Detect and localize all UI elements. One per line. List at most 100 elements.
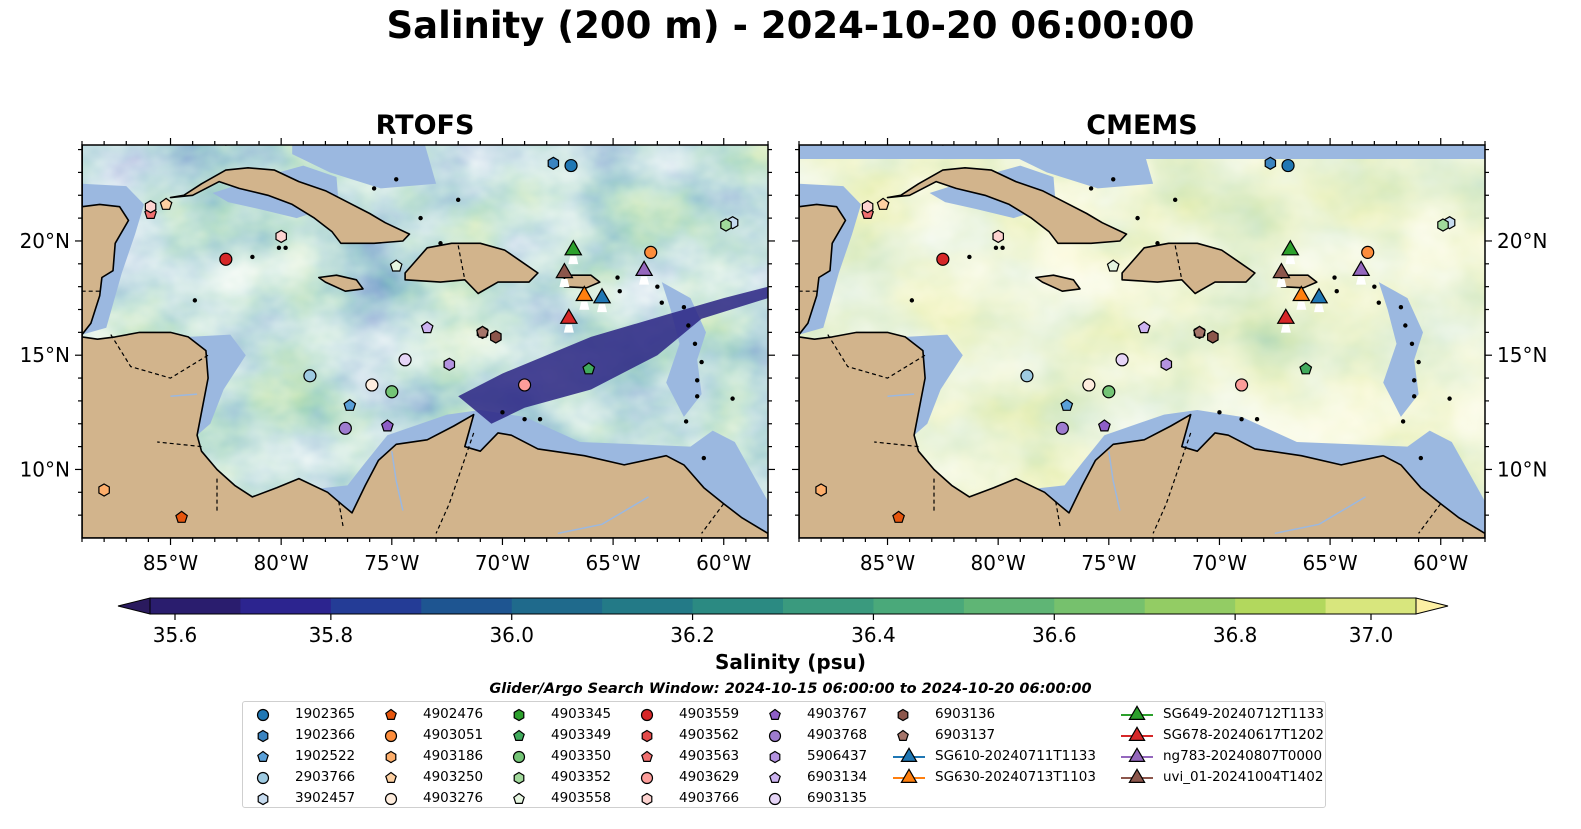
legend-entry: 1902365 (251, 705, 491, 726)
country-border (338, 501, 344, 527)
country-border (1418, 503, 1442, 534)
legend-label: 4903558 (551, 790, 612, 806)
platform-marker-SG610-20240711T1133 (1309, 287, 1329, 304)
legend-label: 4903345 (551, 706, 612, 722)
colorbar-tick-label: 35.8 (309, 623, 354, 647)
shelf-area (292, 145, 437, 189)
legend-swatch (513, 792, 525, 804)
colorbar-segment (783, 598, 874, 614)
legend-label: 4903766 (679, 790, 740, 806)
legend-entry: SG630-20240713T1103 (891, 768, 1131, 789)
legend-marker (256, 771, 270, 785)
legend-label: 6903136 (935, 706, 996, 722)
river (1274, 496, 1366, 535)
land-cuba (169, 167, 411, 245)
island (681, 305, 687, 310)
platform-marker-5906437 (1160, 357, 1173, 371)
legend-marker (641, 729, 653, 743)
platform-marker-4903250 (876, 197, 890, 210)
legend-swatch (769, 708, 781, 720)
colorbar-segment (1235, 598, 1327, 614)
island (1239, 416, 1244, 422)
legend-swatch (768, 792, 782, 806)
island (617, 289, 622, 294)
colorbar-segment (421, 598, 513, 614)
colorbar-segment (963, 598, 1055, 614)
legend-marker (1128, 705, 1146, 720)
legend-label: SG610-20240711T1133 (935, 748, 1096, 764)
platform-marker-4903051 (1361, 245, 1375, 259)
platform-marker-4903352 (1437, 218, 1449, 232)
colorbar-segment (150, 598, 241, 614)
platform-marker-6903137 (1193, 325, 1206, 338)
colorbar: 35.6 35.8 36.0 36.2 36.4 36.6 36.8 37.0 (117, 597, 1449, 647)
legend-label: 3902457 (295, 790, 356, 806)
colorbar-segment (602, 598, 694, 614)
platform-marker-1902365 (564, 158, 578, 173)
country-border (874, 441, 919, 448)
colorbar-segment (692, 598, 784, 614)
legend-swatch (385, 750, 397, 764)
platform-marker-4903559 (219, 252, 233, 266)
map-panel-cmems[interactable]: 85°W 80°W 75°W 70°W 65°W 60°W 10°N 15°N 20°N (792, 127, 1547, 575)
legend-label: 4903563 (679, 748, 740, 764)
platform-marker-uvi_01-20241004T1402 (555, 262, 574, 279)
platform-marker-4903276 (365, 378, 379, 392)
legend-label: 4902476 (423, 706, 484, 722)
legend-label: 6903135 (807, 790, 868, 806)
legend-label: SG630-20240713T1103 (935, 769, 1096, 785)
legend-marker (769, 708, 781, 720)
legend-swatch (385, 708, 397, 720)
island (1411, 378, 1417, 383)
legend-marker (769, 771, 781, 783)
legend-marker (257, 750, 269, 762)
country-border (110, 334, 209, 379)
legend-entry: 4903562 (635, 726, 875, 747)
platform-marker-4903051 (644, 245, 658, 259)
land-yucatan (82, 145, 130, 336)
colorbar-segment (1144, 598, 1236, 614)
platform-marker-4903349 (1299, 362, 1313, 375)
platform-marker-2903766 (303, 369, 317, 383)
map-panel-rtofs[interactable]: 85°W 80°W 75°W 70°W 65°W 60°W 10°N 15°N 20°N (20, 127, 775, 575)
legend-entry: 4903349 (507, 726, 747, 747)
colorbar-segment (1325, 598, 1417, 614)
no-data-band (799, 145, 1485, 159)
island (1155, 241, 1160, 246)
legend-marker (257, 729, 269, 743)
platform-marker-4903768 (1055, 421, 1069, 435)
legend-marker (768, 792, 782, 806)
colorbar-extend-min (117, 597, 151, 615)
lat-tick-label: 15°N (1497, 343, 1547, 367)
legend-swatch (513, 771, 525, 785)
platform-marker-4903559 (936, 252, 950, 266)
legend-marker (897, 729, 909, 741)
legend-label: 1902365 (295, 706, 356, 722)
land-hispaniola (404, 242, 539, 295)
legend-entry: 6903136 (891, 705, 1131, 726)
platform-marker-4903766 (275, 229, 287, 244)
legend-marker (1128, 747, 1146, 762)
legend-entry: 4902476 (379, 705, 619, 726)
legend-entry: 4903559 (635, 705, 875, 726)
legend-swatch (256, 708, 270, 722)
legend-label: 4903350 (551, 748, 612, 764)
colorbar-tick-label: 36.4 (851, 623, 896, 647)
platform-marker-SG649-20240712T1133 (1281, 239, 1300, 256)
platform-marker-1902522 (1060, 398, 1074, 411)
legend-marker (900, 768, 918, 783)
platform-marker-4903186 (815, 483, 827, 497)
legend-swatch (513, 708, 525, 722)
legend-swatch (640, 708, 654, 722)
lon-tick-label: 60°W (1413, 551, 1468, 575)
lat-tick-label: 15°N (20, 343, 70, 367)
legend-column: 6903136 6903137 SG610-20240711T1133 SG630-2… (891, 705, 1131, 789)
land-hispaniola (1121, 242, 1256, 295)
colorbar-segment (330, 598, 422, 614)
lon-tick-label: 80°W (971, 551, 1026, 575)
legend-marker (513, 771, 525, 785)
country-border (1152, 432, 1192, 534)
legend-marker (385, 708, 397, 720)
legend-swatch (768, 729, 782, 743)
